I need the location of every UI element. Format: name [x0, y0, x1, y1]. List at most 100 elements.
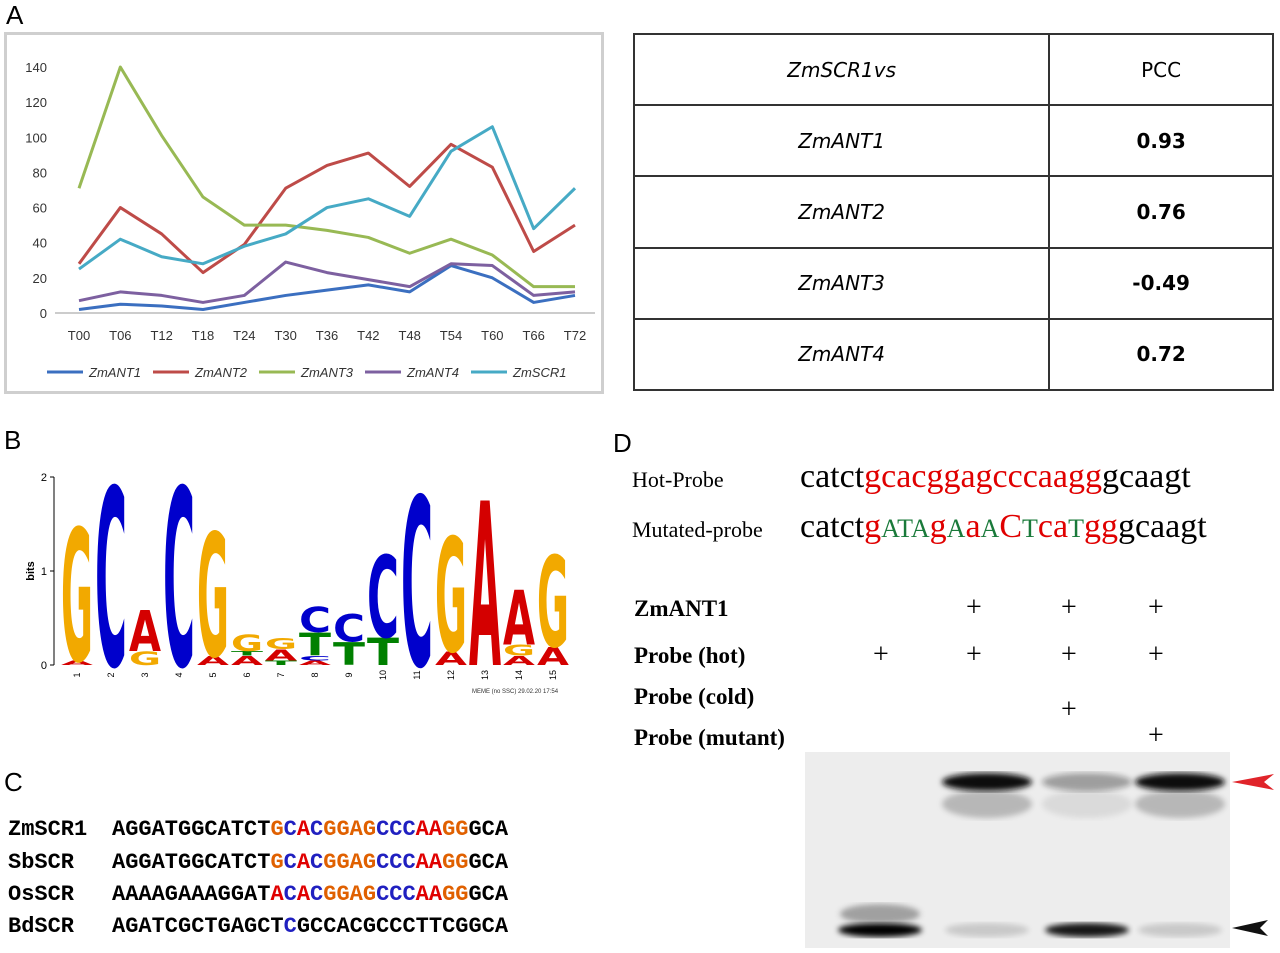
hot-probe-row: Hot-Probe catctgcacggagcccaagggcaagt [632, 458, 1191, 496]
probe-seq-segment: T [1068, 514, 1084, 543]
free-probe-band [838, 923, 922, 937]
probe-seq-segment: g [929, 508, 947, 545]
logo-letter: G [537, 530, 569, 676]
panel-label-b: B [4, 425, 22, 455]
y-tick-label: 0 [40, 306, 47, 321]
y-tick-label: 40 [33, 236, 47, 251]
logo-letter: G [61, 493, 93, 704]
pcc-header-gene: ZmSCR1vs [632, 32, 1051, 107]
legend-label: ZmSCR1 [512, 365, 566, 380]
smear [1042, 790, 1132, 818]
logo-letter: C [401, 465, 433, 705]
probe-seq-segment: A [946, 514, 966, 543]
shifted-band [1042, 773, 1132, 791]
pcc-table: ZmSCR1vs PCC ZmANT1 0.93 ZmANT2 0.76 ZmA… [632, 32, 1274, 392]
probe-seq-segment: catct [800, 458, 865, 495]
alignment-row: ZmSCR1 AGGATGGCATCTGCACGGAGCCCAAGGGCA [8, 817, 508, 842]
logo-letter: G [129, 648, 161, 670]
hot-probe-sequence: catctgcacggagcccaagggcaagt [800, 458, 1191, 495]
emsa-label-zmant1: ZmANT1 [634, 596, 729, 621]
logo-letter: G [231, 630, 263, 656]
panel-label-c: C [4, 767, 23, 797]
legend-label: ZmANT3 [300, 365, 354, 380]
alignment-seq-segment: C [310, 850, 324, 875]
probe-seq-segment: gcaagt [1117, 508, 1207, 545]
logo-position-label: 1 [72, 672, 82, 677]
alignment-seq-name: ZmSCR1 [8, 817, 88, 842]
alignment-seq-segment: AAAAGAAAGGAT [112, 882, 271, 907]
logo-letter: A [299, 659, 331, 666]
logo-position-label: 10 [378, 670, 388, 680]
logo-letter: A [129, 599, 161, 665]
probe-seq-segment: gcacggagcccaagg [864, 458, 1102, 495]
logo-position-label: 6 [242, 672, 252, 677]
plus-sign: + [1061, 694, 1077, 725]
pcc-gene-cell: ZmANT2 [632, 175, 1051, 249]
plus-sign: + [1061, 639, 1077, 670]
alignment-seq-segment: C [283, 914, 297, 939]
alignment-seq-segment: CCC [376, 882, 416, 907]
probe-seq-segment: C [999, 508, 1022, 545]
logo-letter: A [435, 648, 468, 670]
logo-y-tick-label: 1 [41, 566, 47, 578]
faint-band [840, 904, 920, 924]
alignment-row: SbSCR AGGATGGCATCTGCACGGAGCCCAAGGGCA [8, 850, 508, 875]
alignment-seq-segment: GCA [468, 882, 509, 907]
alignment-seq-segment: AA [415, 850, 443, 875]
alignment-seq-segment: AGGATGGCATCT [112, 817, 271, 842]
pcc-value-cell: 0.76 [1048, 175, 1274, 249]
pcc-table-row: ZmANT2 0.76 [632, 175, 1274, 249]
logo-letter: T [265, 659, 298, 666]
pcc-value-cell: 0.72 [1048, 317, 1274, 392]
alignment-seq-segment: GG [442, 882, 469, 907]
alignment-seq-segment: AGGATGGCATCT [112, 850, 271, 875]
series-line-zmscr1 [78, 125, 577, 271]
emsa-label-probe-mutant: Probe (mutant) [634, 725, 785, 750]
alignment-seq-segment: AA [415, 817, 443, 842]
y-tick-label: 60 [33, 201, 47, 216]
pcc-gene-cell: ZmANT3 [632, 246, 1051, 320]
logo-letter: T [333, 637, 366, 673]
probe-seq-segment: T [1022, 514, 1038, 543]
logo-position-label: 3 [140, 672, 150, 677]
logo-position-label: 7 [276, 672, 286, 677]
x-tick-label: T24 [233, 328, 255, 343]
logo-position-label: 15 [548, 670, 558, 680]
alignment-seq-segment: GCA [468, 850, 509, 875]
alignment-seq-segment: CCC [376, 850, 416, 875]
series-line-zmant3 [77, 65, 575, 289]
x-tick-label: T18 [192, 328, 214, 343]
probe-seq-segment: a [965, 508, 981, 545]
free-probe-band [1045, 923, 1129, 937]
alignment-seq-segment: C [283, 817, 297, 842]
logo-y-tick-label: 2 [41, 472, 47, 484]
plus-sign: + [1148, 592, 1164, 623]
x-tick-label: T00 [68, 328, 90, 343]
shifted-band-arrow-icon [1232, 774, 1274, 790]
alignment-seq-segment: GCCACGCCCTTCGGCA [296, 914, 509, 939]
logo-letter: G [197, 499, 229, 696]
logo-letter: A [503, 576, 535, 663]
alignment-seq-segment: C [283, 882, 297, 907]
pcc-table-row: ZmANT1 0.93 [632, 104, 1274, 178]
alignment-seq-segment: AA [415, 882, 443, 907]
logo-letter: A [231, 653, 263, 668]
emsa-label-probe-hot: Probe (hot) [634, 643, 746, 668]
logo-position-label: 12 [446, 670, 456, 680]
logo-letter: C [299, 654, 331, 661]
panel-label-a: A [6, 0, 24, 30]
smear [1135, 790, 1225, 818]
logo-position-label: 4 [174, 672, 184, 677]
pcc-table-row: ZmANT4 0.72 [632, 317, 1274, 392]
alignment-seq-segment: A [270, 882, 284, 907]
emsa-gel-image [805, 752, 1230, 948]
plus-sign: + [1148, 639, 1164, 670]
mutated-probe-sequence: catctgATAgAaACTcaTgggcaagt [800, 508, 1207, 545]
alignment-seq-segment: G [270, 850, 284, 875]
logo-letter: T [231, 650, 264, 657]
x-tick-label: T12 [150, 328, 172, 343]
alignment-seq-name: BdSCR [8, 914, 75, 939]
logo-letter: C [95, 465, 127, 705]
line-chart-svg: 0 20 40 60 80 100 120 140 T00 T06 T12 T18 T24 T30 T36 T… [25, 60, 595, 380]
pcc-gene-cell: ZmANT4 [632, 317, 1051, 392]
